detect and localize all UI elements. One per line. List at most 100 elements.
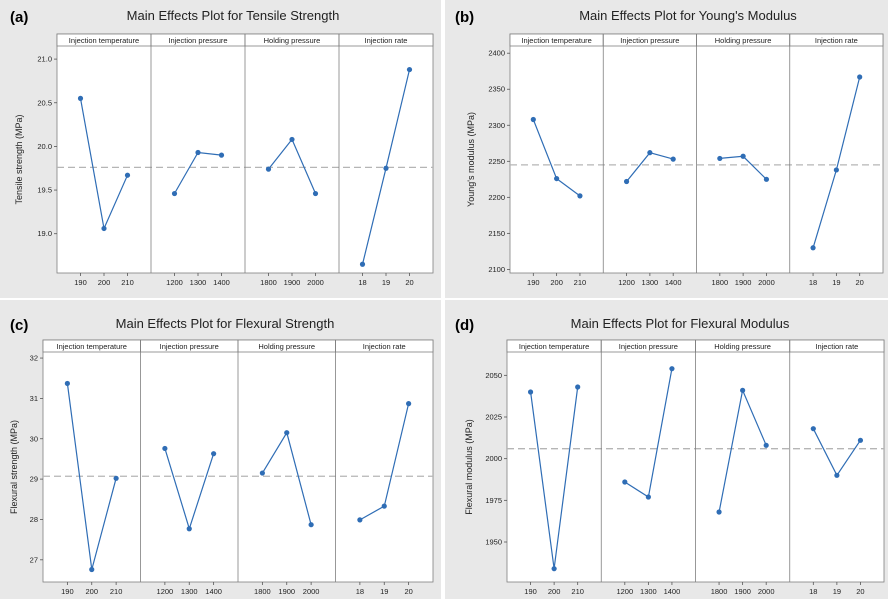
- data-point: [383, 165, 389, 171]
- y-tick-label: 27: [30, 555, 38, 564]
- x-tick-label: 20: [404, 587, 412, 596]
- y-tick-label: 20.5: [37, 98, 52, 107]
- factor-name: Injection pressure: [619, 342, 678, 351]
- x-tick-label: 1800: [711, 587, 728, 596]
- data-point: [669, 366, 675, 372]
- y-tick-label: 29: [30, 475, 38, 484]
- x-tick-label: 1900: [735, 278, 752, 287]
- data-point: [622, 479, 628, 485]
- data-point: [833, 167, 839, 173]
- x-tick-label: 210: [110, 587, 123, 596]
- data-point: [171, 190, 178, 197]
- data-point: [284, 430, 290, 436]
- chart-title: Main Effects Plot for Flexural Modulus: [571, 316, 790, 331]
- data-point: [186, 526, 192, 532]
- x-tick-label: 20: [405, 278, 413, 287]
- y-tick-label: 2050: [485, 371, 502, 380]
- data-point: [77, 95, 84, 101]
- factor-name: Holding pressure: [258, 342, 315, 351]
- chart-panel: (b) Main Effects Plot for Young's Modulus…: [445, 0, 888, 298]
- data-point: [259, 470, 265, 476]
- data-point: [717, 155, 723, 162]
- data-point: [218, 152, 225, 158]
- x-tick-label: 19: [832, 278, 840, 287]
- data-point: [195, 149, 201, 156]
- data-point: [716, 509, 722, 515]
- data-point: [381, 503, 387, 509]
- x-tick-label: 1400: [213, 278, 230, 287]
- y-tick-label: 21.0: [37, 55, 52, 64]
- data-point: [312, 190, 319, 197]
- data-point: [406, 66, 413, 73]
- factor-name: Injection pressure: [160, 342, 219, 351]
- y-tick-label: 19.5: [37, 186, 52, 195]
- data-point: [623, 178, 630, 185]
- y-tick-label: 2000: [485, 454, 502, 463]
- x-tick-label: 1800: [711, 278, 728, 287]
- factor-name: Injection temperature: [521, 36, 591, 45]
- x-tick-label: 2000: [307, 278, 324, 287]
- data-point: [124, 172, 131, 178]
- x-tick-label: 1800: [254, 587, 271, 596]
- x-tick-label: 190: [74, 278, 87, 287]
- x-tick-label: 200: [98, 278, 111, 287]
- x-tick-label: 1300: [642, 278, 659, 287]
- x-tick-label: 2000: [303, 587, 320, 596]
- data-point: [89, 566, 95, 573]
- data-point: [527, 389, 534, 395]
- panel-label: (a): [10, 9, 28, 26]
- data-point: [64, 380, 70, 387]
- chart-panel: (c) Main Effects Plot for Flexural Streng…: [0, 300, 441, 599]
- x-tick-label: 1200: [616, 587, 633, 596]
- x-tick-label: 18: [809, 278, 817, 287]
- y-tick-label: 30: [30, 434, 38, 443]
- x-tick-label: 20: [856, 587, 864, 596]
- data-point: [530, 116, 536, 123]
- x-tick-label: 19: [833, 587, 841, 596]
- chart-title: Main Effects Plot for Tensile Strength: [127, 8, 340, 23]
- factor-name: Injection temperature: [57, 342, 127, 351]
- x-tick-label: 200: [85, 587, 98, 596]
- data-point: [265, 166, 272, 172]
- panel-label: (d): [455, 317, 474, 334]
- y-tick-label: 2150: [488, 229, 505, 238]
- data-point: [740, 153, 746, 159]
- x-tick-label: 200: [548, 587, 561, 596]
- x-tick-label: 20: [856, 278, 864, 287]
- x-tick-label: 18: [356, 587, 364, 596]
- y-tick-label: 2400: [488, 49, 505, 58]
- x-tick-label: 1800: [260, 278, 277, 287]
- x-tick-label: 210: [574, 278, 587, 287]
- y-axis-label: Young's modulus (MPa): [466, 112, 476, 207]
- x-tick-label: 1400: [205, 587, 222, 596]
- data-point: [834, 472, 840, 478]
- x-tick-label: 1400: [664, 587, 681, 596]
- panel-label: (b): [455, 9, 474, 26]
- data-point: [647, 150, 653, 156]
- data-point: [308, 522, 314, 528]
- x-tick-label: 2000: [758, 278, 775, 287]
- y-axis-label: Flexural modulus (MPa): [464, 419, 474, 515]
- x-tick-label: 210: [571, 587, 584, 596]
- y-tick-label: 31: [30, 394, 38, 403]
- x-tick-label: 1200: [618, 278, 635, 287]
- data-point: [763, 442, 769, 448]
- data-point: [551, 566, 557, 572]
- y-tick-label: 2200: [488, 193, 505, 202]
- data-point: [554, 175, 560, 182]
- data-point: [857, 74, 863, 80]
- chart-panel: (d) Main Effects Plot for Flexural Modulu…: [445, 300, 888, 599]
- data-point: [810, 426, 816, 432]
- x-tick-label: 18: [358, 278, 366, 287]
- y-tick-label: 1975: [485, 496, 502, 505]
- y-tick-label: 2250: [488, 157, 505, 166]
- factor-name: Injection pressure: [168, 36, 227, 45]
- data-point: [645, 494, 651, 500]
- x-tick-label: 200: [550, 278, 563, 287]
- x-tick-label: 19: [382, 278, 390, 287]
- factor-name: Injection rate: [815, 342, 858, 351]
- x-tick-label: 19: [380, 587, 388, 596]
- y-axis-label: Flexural strength (MPa): [9, 420, 19, 514]
- x-tick-label: 18: [809, 587, 817, 596]
- y-tick-label: 19.0: [37, 229, 52, 238]
